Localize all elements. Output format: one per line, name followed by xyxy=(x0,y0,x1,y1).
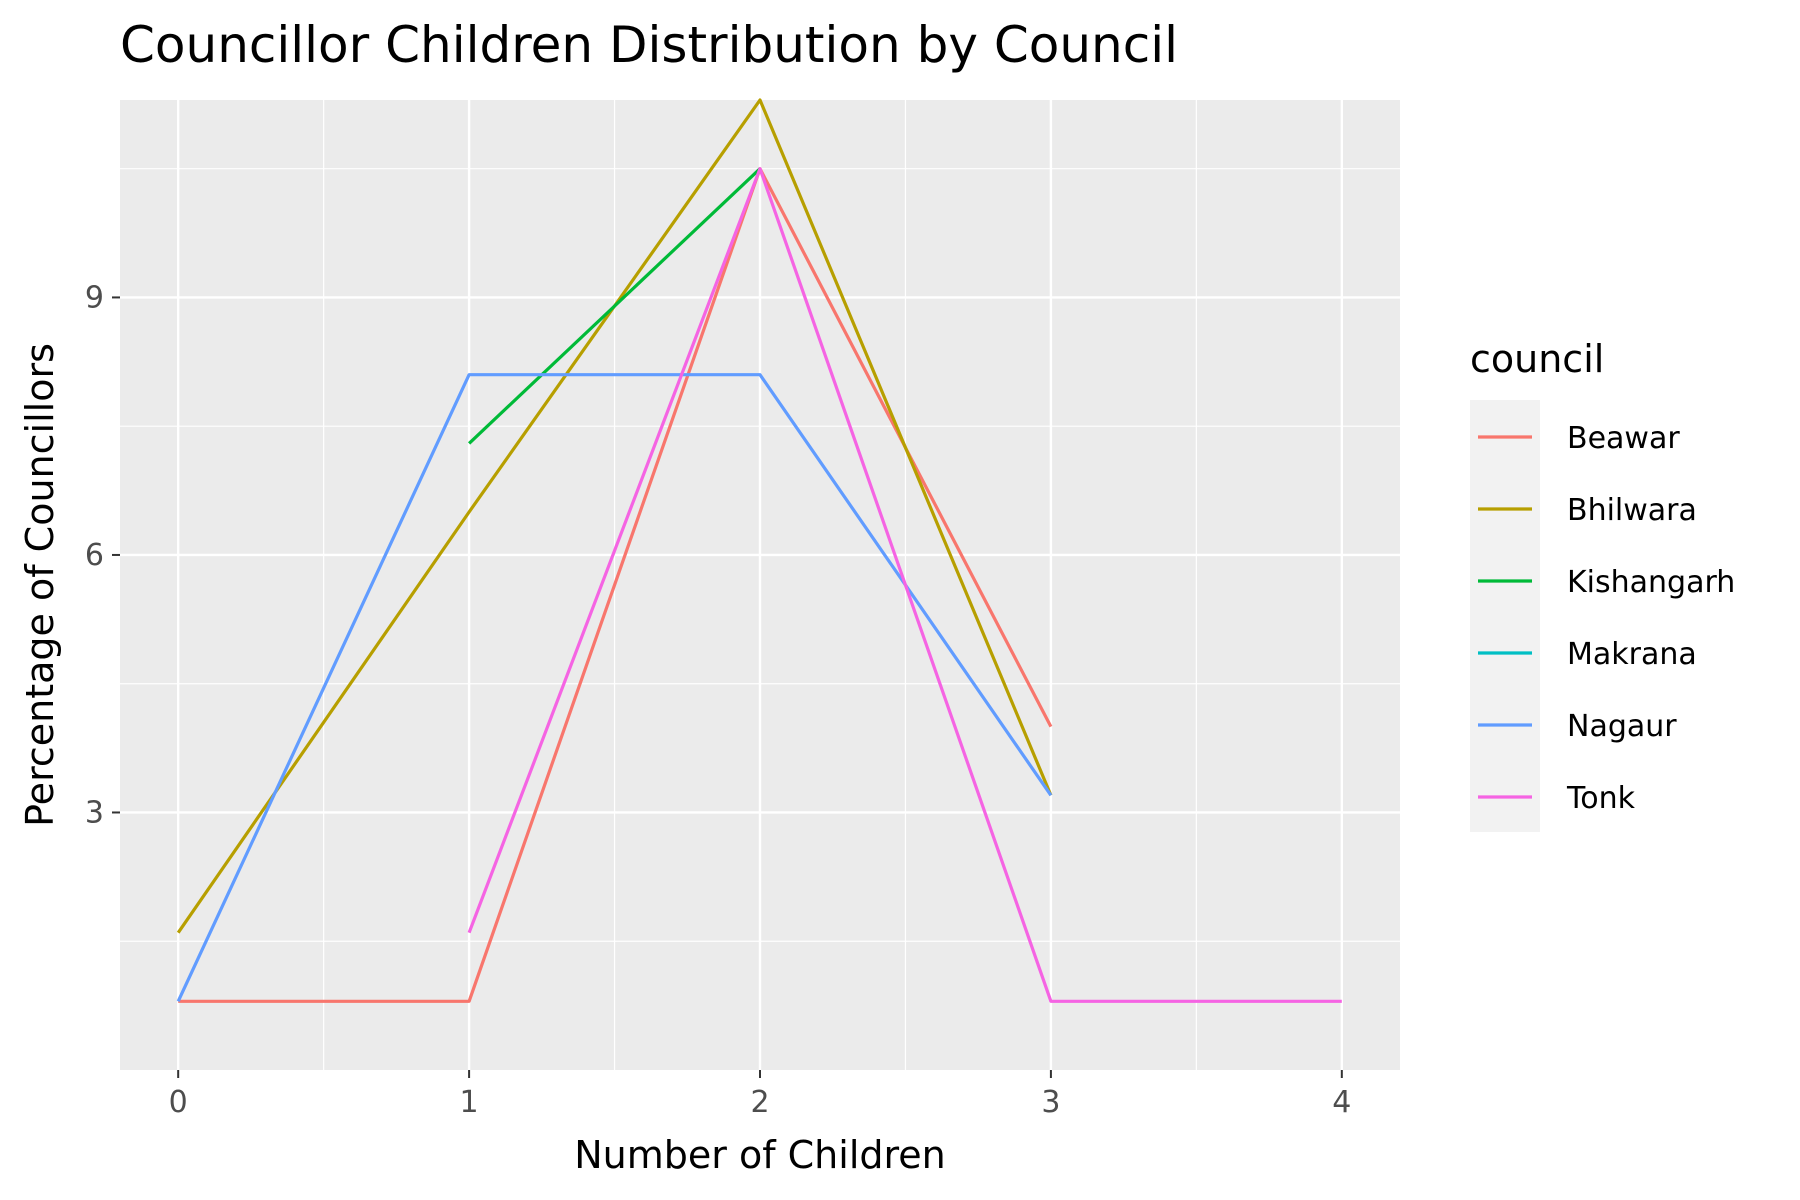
y-tick-label: 9 xyxy=(85,280,104,315)
y-axis: 3 6 9 xyxy=(85,280,120,830)
major-gridlines xyxy=(120,100,1400,1070)
y-axis-title: Percentage of Councillors xyxy=(18,343,62,827)
x-tick-label: 1 xyxy=(460,1085,479,1120)
x-tick-label: 3 xyxy=(1041,1085,1060,1120)
y-tick-label: 6 xyxy=(85,538,104,573)
legend-label-beawar: Beawar xyxy=(1567,421,1680,456)
legend-key-background xyxy=(1470,400,1540,832)
legend-label-kishangarh: Kishangarh xyxy=(1567,565,1735,600)
x-tick-label: 0 xyxy=(169,1085,188,1120)
x-axis-title: Number of Children xyxy=(574,1133,946,1177)
series-line-tonk xyxy=(467,167,1342,1003)
chart-title: Councillor Children Distribution by Coun… xyxy=(120,16,1178,74)
series-lines xyxy=(176,98,1342,1003)
legend-label-nagaur: Nagaur xyxy=(1567,709,1677,744)
x-tick-label: 2 xyxy=(750,1085,769,1120)
legend: council Beawar Bhilwara Kishangarh Makrana N… xyxy=(1470,337,1735,832)
legend-label-tonk: Tonk xyxy=(1566,781,1636,816)
x-tick-label: 4 xyxy=(1332,1085,1351,1120)
x-axis: 0 1 2 3 4 xyxy=(169,1070,1351,1120)
legend-title: council xyxy=(1470,337,1604,381)
series-line-kishangarh xyxy=(468,167,762,445)
y-tick-label: 3 xyxy=(85,795,104,830)
legend-label-makrana: Makrana xyxy=(1567,637,1697,672)
legend-label-bhilwara: Bhilwara xyxy=(1567,493,1697,528)
